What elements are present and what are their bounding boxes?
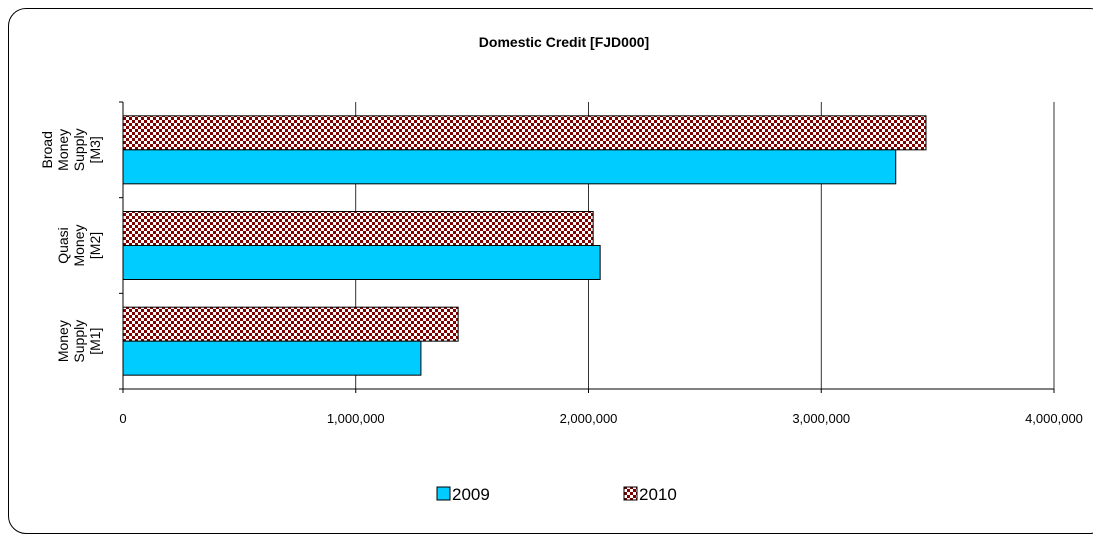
category-label-line: Supply: [71, 128, 87, 171]
legend: 2009 2010: [436, 485, 677, 504]
legend-swatch-2010: [623, 486, 638, 501]
bars: [122, 115, 927, 376]
category-label: Quasi Money [M2]: [55, 224, 103, 266]
bar-2010: [122, 306, 459, 342]
category-label-line: [M2]: [87, 232, 103, 259]
x-tick-label: 2,000,000: [560, 411, 618, 426]
axes: [119, 101, 1055, 393]
legend-label-2010: 2010: [639, 485, 677, 504]
category-label-line: [M1]: [87, 328, 103, 355]
category-label-line: [M3]: [87, 136, 103, 163]
x-tick-label: 4,000,000: [1025, 411, 1083, 426]
bar-2010: [122, 211, 594, 246]
chart-title: Domestic Credit [FJD000]: [479, 34, 649, 50]
category-label-line: Money: [55, 320, 71, 362]
bar-2009: [122, 340, 422, 376]
category-label-line: Supply: [71, 320, 87, 363]
x-tick-label: 3,000,000: [792, 411, 850, 426]
category-labels: Broad Money Supply [M3]Quasi Money [M2]Money S…: [39, 128, 103, 362]
legend-label-2009: 2009: [452, 485, 490, 504]
category-label-line: Quasi: [55, 227, 71, 264]
bar-chart: Domestic Credit [FJD000] 0 1,000,000 2,000…: [39, 34, 1083, 504]
bar-2010: [122, 115, 927, 151]
category-label: Money Supply [M1]: [55, 320, 103, 363]
bar-2009: [122, 149, 897, 185]
x-tick-label: 1,000,000: [327, 411, 385, 426]
bar-2009: [122, 245, 601, 280]
x-tick-labels: 0 1,000,000 2,000,000 3,000,000 4,000,000: [119, 411, 1083, 426]
x-tick-label: 0: [119, 411, 126, 426]
category-label: Broad Money Supply [M3]: [39, 128, 103, 171]
category-label-line: Money: [71, 224, 87, 266]
legend-swatch-2009: [436, 486, 451, 501]
category-label-line: Broad: [39, 131, 55, 168]
category-label-line: Money: [55, 129, 71, 171]
